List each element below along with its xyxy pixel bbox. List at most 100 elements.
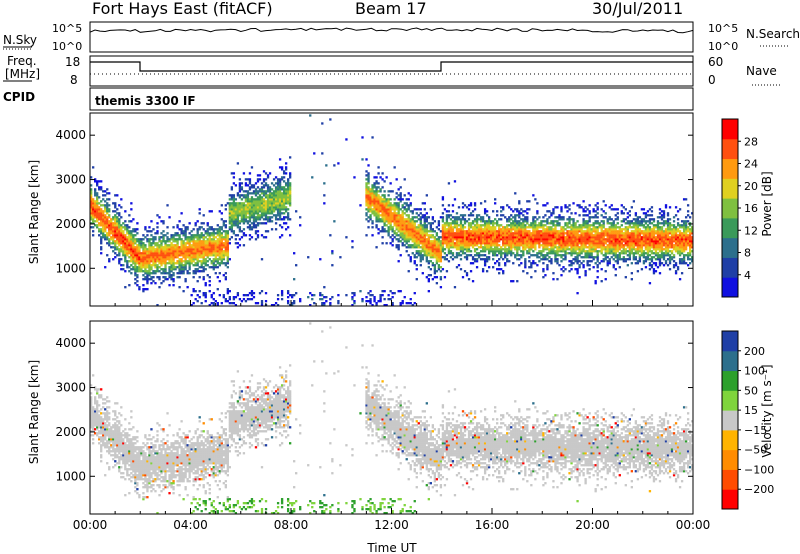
power-cell xyxy=(272,200,276,203)
power-cell xyxy=(108,224,111,227)
power-cell xyxy=(142,284,145,287)
power-cell xyxy=(620,246,623,249)
power-cell xyxy=(367,198,370,201)
power-cell xyxy=(232,216,236,219)
power-cell xyxy=(102,230,105,233)
power-cell xyxy=(136,232,139,235)
power-cell xyxy=(174,252,177,255)
power-cell xyxy=(278,206,282,209)
power-cell xyxy=(148,278,151,281)
power-cell xyxy=(459,220,463,223)
power-cell xyxy=(411,304,414,307)
power-cell xyxy=(268,192,272,195)
power-cell xyxy=(286,198,290,201)
power-cell xyxy=(216,238,219,241)
power-cell xyxy=(548,230,551,233)
power-cell xyxy=(487,226,491,229)
power-cell xyxy=(112,218,115,221)
power-cell xyxy=(397,220,400,223)
power-cell xyxy=(256,192,260,195)
power-cell xyxy=(610,224,613,227)
power-cell xyxy=(212,254,215,257)
power-cell xyxy=(552,244,555,247)
power-cell xyxy=(184,246,187,249)
power-cell xyxy=(417,236,420,239)
power-cell xyxy=(437,260,441,263)
power-cell xyxy=(522,254,525,257)
power-cell xyxy=(154,264,157,267)
power-cell xyxy=(108,204,111,207)
power-cell xyxy=(146,276,149,279)
power-cell xyxy=(278,178,282,181)
power-cell xyxy=(224,272,227,275)
power-cell xyxy=(399,208,402,211)
power-cell xyxy=(94,220,97,223)
power-cell xyxy=(168,216,171,219)
power-cell xyxy=(90,192,93,195)
power-cell xyxy=(210,250,213,253)
power-cell xyxy=(293,302,296,305)
power-cell xyxy=(494,228,497,231)
power-cell xyxy=(184,236,187,239)
power-cell xyxy=(570,246,573,249)
power-cell xyxy=(560,248,563,251)
power-cell xyxy=(475,218,479,221)
power-cell xyxy=(228,202,231,205)
power-cell xyxy=(500,232,503,235)
power-cell xyxy=(500,230,503,233)
power-cell xyxy=(395,208,398,211)
power-cell xyxy=(146,256,149,259)
power-cell xyxy=(108,214,111,217)
power-cell xyxy=(134,266,137,269)
power-cell xyxy=(323,286,326,289)
power-cell xyxy=(425,220,428,223)
power-cell xyxy=(582,236,585,239)
power-cell xyxy=(463,214,467,217)
power-cell xyxy=(582,250,585,253)
power-cell xyxy=(244,190,248,193)
power-cell xyxy=(596,244,599,247)
power-cell xyxy=(548,256,551,259)
power-cell xyxy=(494,248,497,251)
power-cell xyxy=(594,248,597,251)
power-cell xyxy=(150,234,153,237)
power-cell xyxy=(254,216,258,219)
power-cell xyxy=(236,194,240,197)
power-cell xyxy=(610,250,613,253)
power-cell xyxy=(518,224,521,227)
power-cell xyxy=(620,220,623,223)
power-cell xyxy=(550,238,553,241)
power-cell xyxy=(419,252,422,255)
power-cell xyxy=(270,198,274,201)
power-cell xyxy=(510,242,513,245)
power-cell xyxy=(608,240,611,243)
power-cell xyxy=(270,204,274,207)
power-cell xyxy=(520,224,523,227)
power-cell xyxy=(459,230,463,233)
power-cell xyxy=(550,242,553,245)
power-cell xyxy=(266,200,270,203)
power-cell xyxy=(596,234,599,237)
power-cell xyxy=(506,260,509,263)
power-cell xyxy=(377,300,380,303)
power-cell xyxy=(144,246,147,249)
power-cell xyxy=(439,258,443,261)
power-cell xyxy=(367,180,370,183)
power-cell xyxy=(272,184,276,187)
power-cell xyxy=(156,266,159,269)
power-cell xyxy=(262,212,266,215)
power-cell xyxy=(435,234,439,237)
power-cell xyxy=(248,216,252,219)
power-cell xyxy=(244,196,248,199)
power-cell xyxy=(560,244,563,247)
power-cell xyxy=(471,234,475,237)
power-cell xyxy=(538,260,541,263)
power-cell xyxy=(455,254,459,257)
power-cell xyxy=(475,238,479,241)
power-cell xyxy=(640,238,644,241)
power-cell xyxy=(582,214,585,217)
power-cell xyxy=(232,222,236,225)
power-cell xyxy=(524,232,527,235)
power-cell xyxy=(104,204,107,207)
power-cell xyxy=(220,248,223,251)
